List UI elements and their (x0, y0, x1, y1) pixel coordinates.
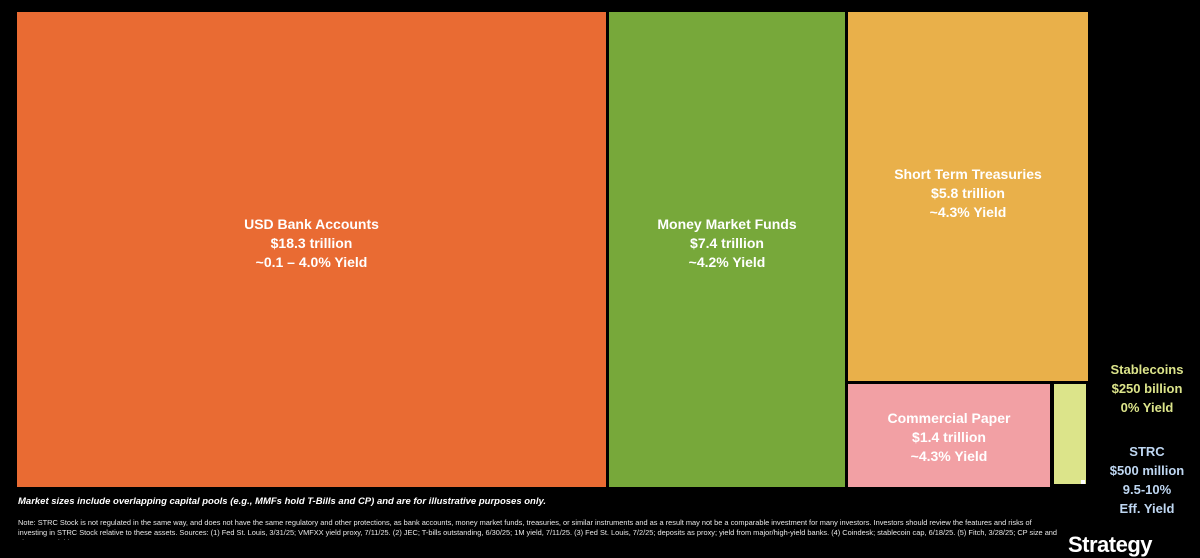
tile-short-term-treasuries-size: $5.8 trillion (931, 185, 1005, 201)
tile-usd-bank-accounts-label: USD Bank Accounts $18.3 trillion ~0.1 – … (17, 215, 606, 272)
tile-short-term-treasuries-yield: ~4.3% Yield (929, 204, 1007, 220)
stablecoins-yield: 0% Yield (1120, 400, 1174, 415)
tile-money-market-funds-name: Money Market Funds (657, 216, 797, 232)
disclaimer-text: Market sizes include overlapping capital… (18, 496, 547, 507)
strategy-logo: Strategy (1068, 532, 1153, 557)
strc-size: $500 million (1109, 463, 1185, 478)
tile-commercial-paper-size: $1.4 trillion (912, 429, 986, 445)
tile-commercial-paper-name: Commercial Paper (887, 410, 1011, 426)
strc-yield-type: Eff. Yield (1119, 501, 1175, 516)
tile-short-term-treasuries-name: Short Term Treasuries (894, 166, 1042, 182)
tile-money-market-funds-yield: ~4.2% Yield (688, 254, 766, 270)
tile-commercial-paper: Commercial Paper $1.4 trillion ~4.3% Yie… (848, 384, 1050, 487)
tile-commercial-paper-label: Commercial Paper $1.4 trillion ~4.3% Yie… (848, 409, 1050, 466)
tile-usd-bank-accounts: USD Bank Accounts $18.3 trillion ~0.1 – … (17, 12, 606, 487)
tile-commercial-paper-yield: ~4.3% Yield (910, 448, 988, 464)
strc-yield: 9.5-10% (1122, 482, 1172, 497)
stablecoins-label: Stablecoins $250 billion 0% Yield (1098, 360, 1196, 417)
tile-money-market-funds-size: $7.4 trillion (690, 235, 764, 251)
strc-label: STRC $500 million 9.5-10% Eff. Yield (1098, 442, 1196, 518)
strc-name: STRC (1129, 444, 1165, 459)
tile-short-term-treasuries: Short Term Treasuries $5.8 trillion ~4.3… (848, 12, 1088, 381)
tile-money-market-funds-label: Money Market Funds $7.4 trillion ~4.2% Y… (609, 215, 845, 272)
tile-strc (1081, 480, 1085, 484)
tile-usd-bank-accounts-size: $18.3 trillion (270, 235, 353, 251)
stablecoins-size: $250 billion (1111, 381, 1183, 396)
sources-note: Note: STRC Stock is not regulated in the… (18, 518, 1058, 540)
tile-stablecoins (1054, 384, 1086, 484)
tile-usd-bank-accounts-yield: ~0.1 – 4.0% Yield (255, 254, 368, 270)
tile-short-term-treasuries-label: Short Term Treasuries $5.8 trillion ~4.3… (848, 165, 1088, 222)
stablecoins-name: Stablecoins (1110, 362, 1184, 377)
tile-money-market-funds: Money Market Funds $7.4 trillion ~4.2% Y… (609, 12, 845, 487)
tile-usd-bank-accounts-name: USD Bank Accounts (244, 216, 379, 232)
